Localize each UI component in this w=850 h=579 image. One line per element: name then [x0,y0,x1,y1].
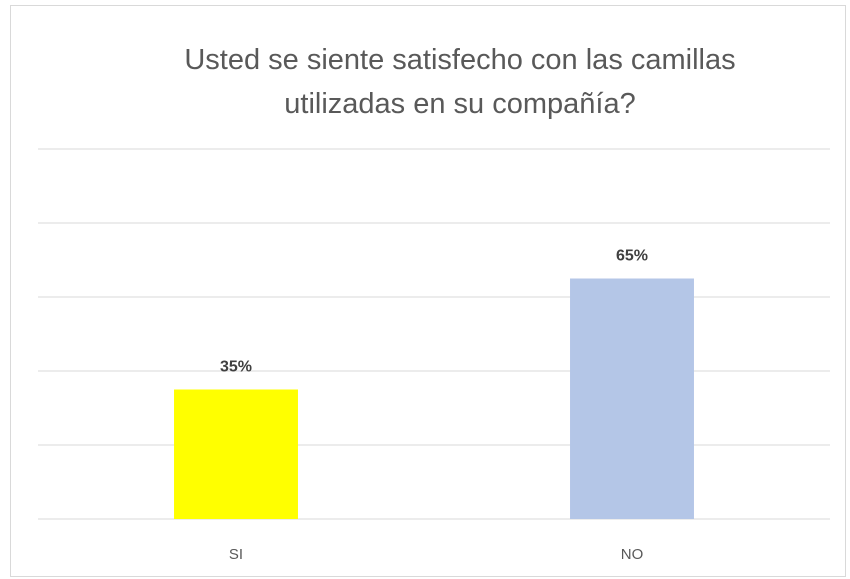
x-tick-label: SI [229,546,243,563]
bar [570,278,694,519]
chart-frame [10,5,846,577]
bar [174,389,298,519]
x-tick-label: NO [621,546,644,563]
data-label: 65% [616,248,648,265]
chart-title: Usted se siente satisfecho con las camil… [184,44,736,120]
data-label: 35% [220,359,252,376]
